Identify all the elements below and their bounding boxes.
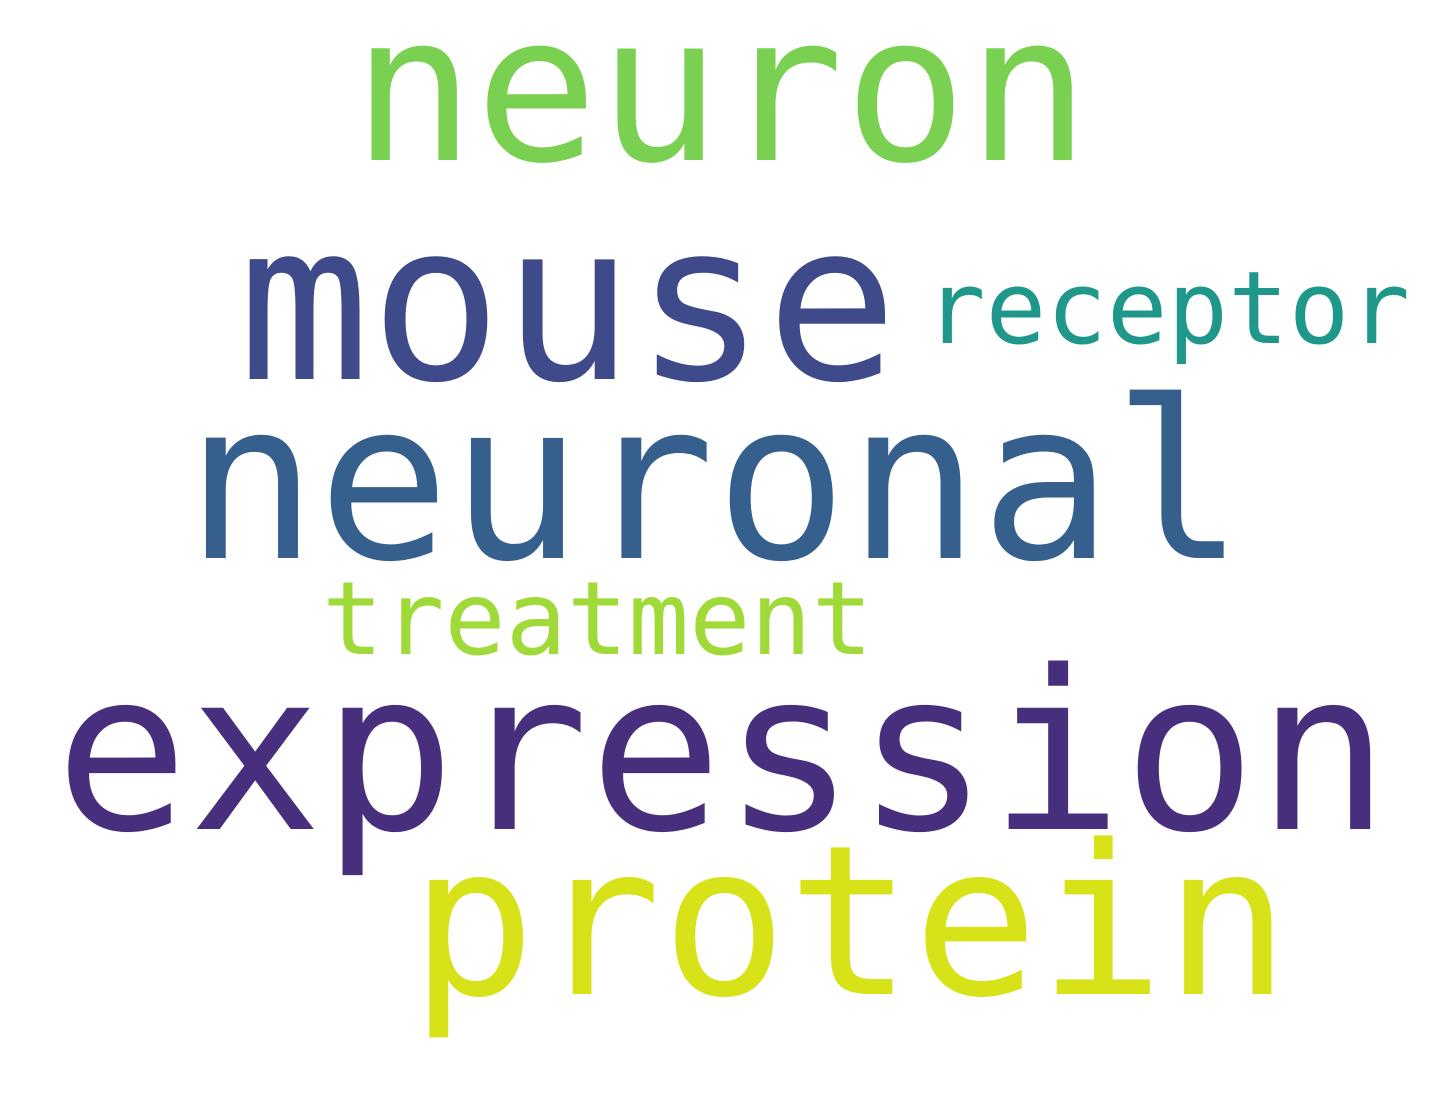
word-expression: expression — [55, 624, 1390, 883]
word-neuronal: neuronal — [185, 354, 1245, 611]
word-receptor: receptor — [925, 249, 1410, 367]
word-treatment: treatment — [322, 560, 873, 679]
word-neuron: neuron — [352, 0, 1090, 209]
word-protein: protein — [410, 801, 1290, 1045]
word-mouse: mouse — [238, 175, 898, 432]
